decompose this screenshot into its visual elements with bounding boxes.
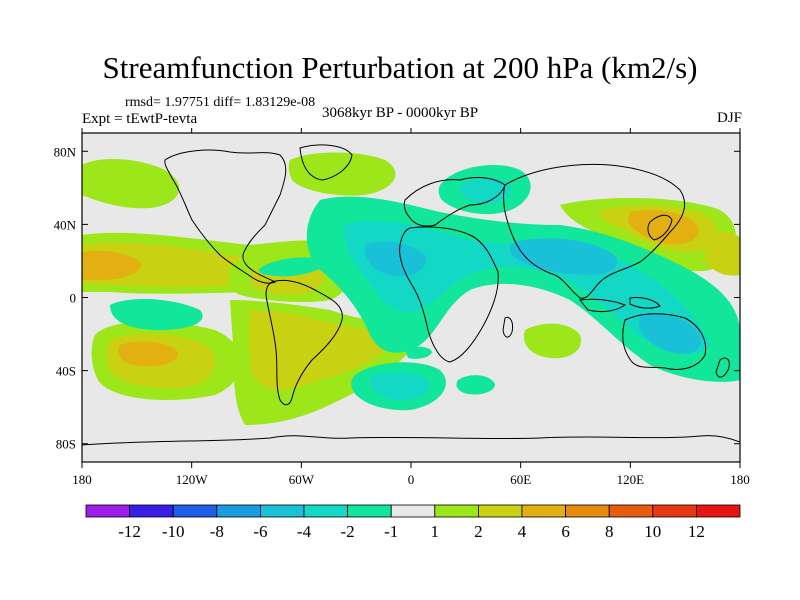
x-tick-label: 180 (72, 472, 92, 487)
colorbar-swatch (652, 504, 697, 518)
colorbar-swatch (172, 504, 218, 518)
coastline-north-america (164, 149, 287, 284)
colorbar-label: 2 (474, 522, 483, 541)
contour-field-equatorial-atlantic (405, 346, 432, 359)
colorbar-swatch (390, 504, 436, 518)
contour-field-southeast-pacific (110, 298, 203, 330)
colorbar-label: -12 (118, 522, 141, 541)
coastline-madagascar (502, 316, 513, 338)
x-tick-label: 60W (289, 472, 315, 487)
coastline-new-zealand (715, 357, 730, 378)
coastline-greenland (299, 144, 353, 181)
contour-field-date-line-east (705, 232, 740, 276)
contour-field-north-pacific (258, 257, 330, 277)
colorbar: -12 -10 -8 -6 -4 -2 -1 1 2 4 6 8 10 12 (85, 504, 741, 541)
contour-field-australia-max (639, 313, 701, 355)
colorbar-swatch (565, 504, 610, 518)
x-tick-label: 120W (176, 472, 209, 487)
colorbar-label: -1 (384, 522, 398, 541)
colorbar-swatch (521, 504, 566, 518)
y-tick-label: 80N (54, 144, 77, 159)
colorbar-label: -4 (297, 522, 312, 541)
y-tick-label: 0 (70, 291, 77, 306)
colorbar-swatch (85, 504, 130, 518)
x-tick-label: 180 (730, 472, 750, 487)
colorbar-swatch (259, 504, 305, 518)
coastline-south-america (265, 279, 343, 406)
contour-field-tropical-atlantic-max (364, 241, 426, 277)
colorbar-swatch (129, 504, 174, 518)
coastline-australia (622, 313, 707, 370)
x-tick-label: 60E (510, 472, 531, 487)
colorbar-label: 8 (605, 522, 614, 541)
season-label: DJF (716, 110, 742, 126)
coastlines (82, 144, 740, 446)
contour-field-north-atlantic (288, 152, 396, 196)
contour-field-africa-east (523, 323, 581, 359)
colorbar-swatch (303, 504, 348, 518)
contour-fields (82, 144, 740, 446)
colorbar-label: 6 (561, 522, 570, 541)
contour-field-central-pacific-max (82, 250, 141, 280)
axis-ticks: 180 120W 60W 0 60E 120E 180 80N 40N 0 40S 80S (54, 128, 750, 487)
coastline-europe (403, 177, 506, 227)
contour-field-south-indian (456, 375, 495, 395)
colorbar-swatch (216, 504, 261, 518)
period-label: 3068kyr BP - 0000kyr BP (322, 105, 479, 121)
y-tick-label: 40N (54, 217, 77, 232)
coastline-antarctica (82, 435, 740, 446)
contour-field-south-atlantic-core (369, 372, 430, 400)
y-tick-label: 40S (56, 364, 76, 379)
colorbar-label: -6 (253, 522, 267, 541)
x-tick-label: 0 (408, 472, 415, 487)
colorbar-swatch (434, 504, 479, 518)
contour-field-south-america-core (248, 310, 405, 390)
coastline-indonesia (579, 297, 661, 313)
contour-field-tropical-atlantic-core (344, 220, 710, 355)
y-tick-label: 80S (56, 437, 76, 452)
contour-field-northeast-pacific (82, 158, 180, 209)
experiment-label: Expt = tEwtP-tevta (82, 111, 198, 127)
coastline-africa (399, 226, 499, 363)
colorbar-label: 12 (688, 522, 705, 541)
colorbar-label: 1 (431, 522, 440, 541)
colorbar-swatch (347, 504, 392, 518)
colorbar-label: -2 (341, 522, 355, 541)
coastline-japan (647, 214, 673, 241)
contour-field-south-pacific-max (118, 341, 179, 367)
colorbar-label: 10 (644, 522, 661, 541)
colorbar-swatch (477, 504, 523, 518)
x-tick-label: 120E (617, 472, 645, 487)
colorbar-swatch (696, 504, 741, 518)
chart-title: Streamfunction Perturbation at 200 hPa (… (102, 50, 698, 85)
colorbar-swatch (608, 504, 654, 518)
coastline-asia (503, 163, 685, 299)
contour-field-europe-core (459, 177, 511, 205)
colorbar-label: -8 (210, 522, 224, 541)
colorbar-label: -10 (162, 522, 185, 541)
stats-line: rmsd= 1.97751 diff= 1.83129e-08 (125, 95, 316, 110)
colorbar-label: 4 (518, 522, 527, 541)
